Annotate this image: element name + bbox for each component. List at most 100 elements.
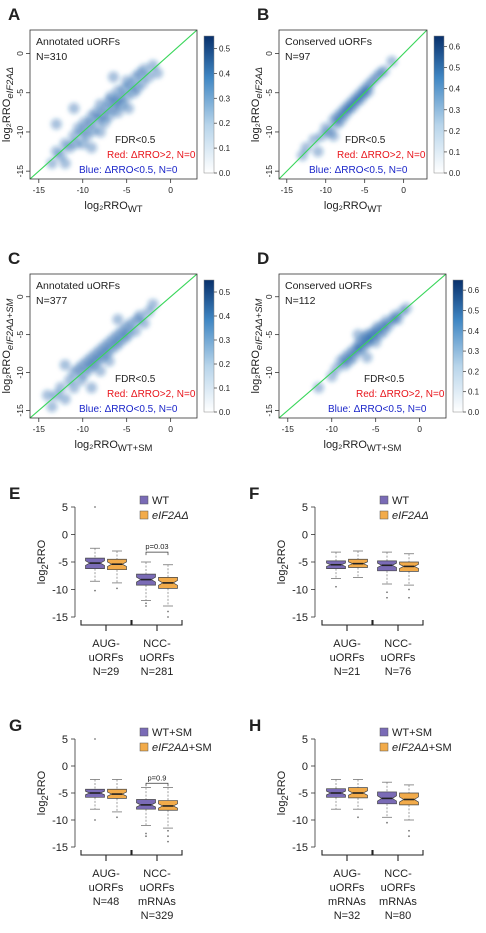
group-label-line: N=21 <box>334 666 361 678</box>
box-wt <box>377 551 397 599</box>
outlier-point <box>386 596 388 599</box>
density-point <box>138 317 150 329</box>
density-point <box>328 130 340 142</box>
blue-label: Blue: ΔRRO<0.5, N=0 <box>328 404 427 415</box>
group-label-line: N=281 <box>141 666 174 678</box>
legend-swatch-mut <box>379 742 389 752</box>
pvalue-bracket <box>145 782 169 787</box>
colorbar-tick-label: 0.1 <box>468 388 480 397</box>
density-point <box>151 67 163 79</box>
x-tick-label: -5 <box>372 424 380 434</box>
legend-label-mut-italic: eIF2AΔ <box>152 510 189 522</box>
box-panel-F: F -15 -10 -5 0 5 log2RRO WT eIF2AΔ AUG-uORFs N=21 N… <box>249 484 429 678</box>
colorbar-tick-label: 0.4 <box>219 69 231 78</box>
y-tick-label: -5 <box>15 331 25 339</box>
colorbar <box>203 279 215 413</box>
legend-label-mut: eIF2AΔ+SM <box>392 742 452 754</box>
x-axis-label-main: log₂RRO <box>75 439 119 451</box>
group-label-line: N=32 <box>334 910 361 922</box>
box-mut <box>348 779 368 819</box>
legend-label-mut-italic: eIF2AΔ <box>392 510 429 522</box>
x-tick-label: -5 <box>123 185 131 195</box>
legend-swatch-wt <box>139 495 149 505</box>
colorbar-tick-label: 0.1 <box>449 148 461 157</box>
group-brace <box>80 850 132 861</box>
group-label-line: N=29 <box>93 666 120 678</box>
outlier-point <box>408 829 410 832</box>
outlier-point <box>94 506 96 508</box>
density-point <box>46 401 58 413</box>
density-point <box>363 85 375 97</box>
y-tick-label: -10 <box>264 126 274 139</box>
legend-label-wt: WT <box>152 495 169 507</box>
blue-label: Blue: ΔRRO<0.5, N=0 <box>79 404 178 415</box>
box-mut <box>399 553 419 599</box>
group-label-line: AUG- <box>333 638 361 650</box>
group-label-line: mRNAs <box>138 896 176 908</box>
density-point <box>361 351 373 363</box>
identity-line <box>30 30 197 179</box>
red-label: Red: ΔRRO>2, N=0 <box>356 389 445 400</box>
colorbar-tick-label: 0.3 <box>219 94 231 103</box>
density-point <box>386 55 398 67</box>
panel-title: Annotated uORFs <box>36 280 120 292</box>
density-point <box>86 382 98 394</box>
y-tick-label: -10 <box>52 815 68 827</box>
y-tick-label: -10 <box>15 126 25 139</box>
density-point <box>143 71 155 83</box>
colorbar-tick-label: 0.2 <box>219 119 231 128</box>
identity-line <box>279 274 446 418</box>
scatter-panel-C: C-15 -10 -5 0-15-10-50log₂RROWT+SMlog₂RROeI… <box>1 249 231 454</box>
density-point <box>312 146 324 158</box>
group-brace <box>131 850 183 861</box>
colorbar <box>203 35 215 174</box>
legend-label-wt: WT+SM <box>152 727 192 739</box>
outlier-point <box>94 819 96 821</box>
legend-label-mut-italic: eIF2AΔ <box>152 742 189 754</box>
legend-swatch-mut <box>139 510 149 520</box>
plot-frame <box>278 273 447 419</box>
density-point <box>112 313 124 325</box>
colorbar-tick-label: 0.0 <box>219 169 231 178</box>
y-axis-label-sub: eIF2AΔ+SM <box>254 298 265 350</box>
outlier-point <box>386 591 388 594</box>
y-tick-label: 5 <box>302 502 308 514</box>
group-label-line: mRNAs <box>379 896 417 908</box>
y-axis-label-sub: eIF2AΔ+SM <box>5 298 16 350</box>
panel-n: N=377 <box>36 295 67 307</box>
density-layer <box>42 298 159 413</box>
y-tick-label: 0 <box>15 294 25 299</box>
colorbar-tick-label: 0.5 <box>468 306 480 315</box>
density-point <box>59 157 71 169</box>
y-tick-label: 0 <box>264 294 274 299</box>
group-brace <box>372 620 424 631</box>
colorbar-tick-label: 0.6 <box>468 286 480 295</box>
density-point <box>300 142 312 154</box>
x-axis-label: log₂RROWT <box>324 200 382 215</box>
scatter-panel-B: B-15 -10 -5 0-15-10-50log₂RROWTlog₂RROeIF2A… <box>250 5 461 215</box>
outlier-point <box>145 602 147 605</box>
fdr-label: FDR<0.5 <box>115 135 156 146</box>
y-axis-label: log₂RROeIF2AΔ <box>250 67 265 142</box>
outlier-point <box>167 616 169 618</box>
legend-swatch-wt <box>379 495 389 505</box>
y-axis-label-main: log <box>276 801 288 816</box>
box-wt <box>136 787 156 838</box>
blue-label: Blue: ΔRRO<0.5, N=0 <box>309 165 408 176</box>
x-tick-label: 0 <box>401 185 406 195</box>
y-tick-label: -15 <box>264 404 274 417</box>
pvalue-label: p=0.03 <box>145 542 168 551</box>
group-brace <box>321 620 373 631</box>
outlier-point <box>408 588 410 591</box>
group-label-line: AUG- <box>92 868 120 880</box>
y-axis-label-main: log <box>276 570 288 585</box>
colorbar-tick-label: 0.0 <box>219 408 231 417</box>
group-label-line: uORFs <box>89 652 124 664</box>
colorbar-tick-label: 0.5 <box>219 44 231 53</box>
density-point <box>94 126 106 138</box>
x-tick-label: -10 <box>326 424 339 434</box>
y-axis-label: log2RRO <box>36 770 51 815</box>
panel-letter: F <box>249 484 259 503</box>
box-panel-H: H -15 -10 -5 0 5 log2RRO WT+SM eIF2AΔ+SM AUG-uORF… <box>249 716 452 922</box>
x-axis-label-main: log₂RRO <box>84 200 128 212</box>
